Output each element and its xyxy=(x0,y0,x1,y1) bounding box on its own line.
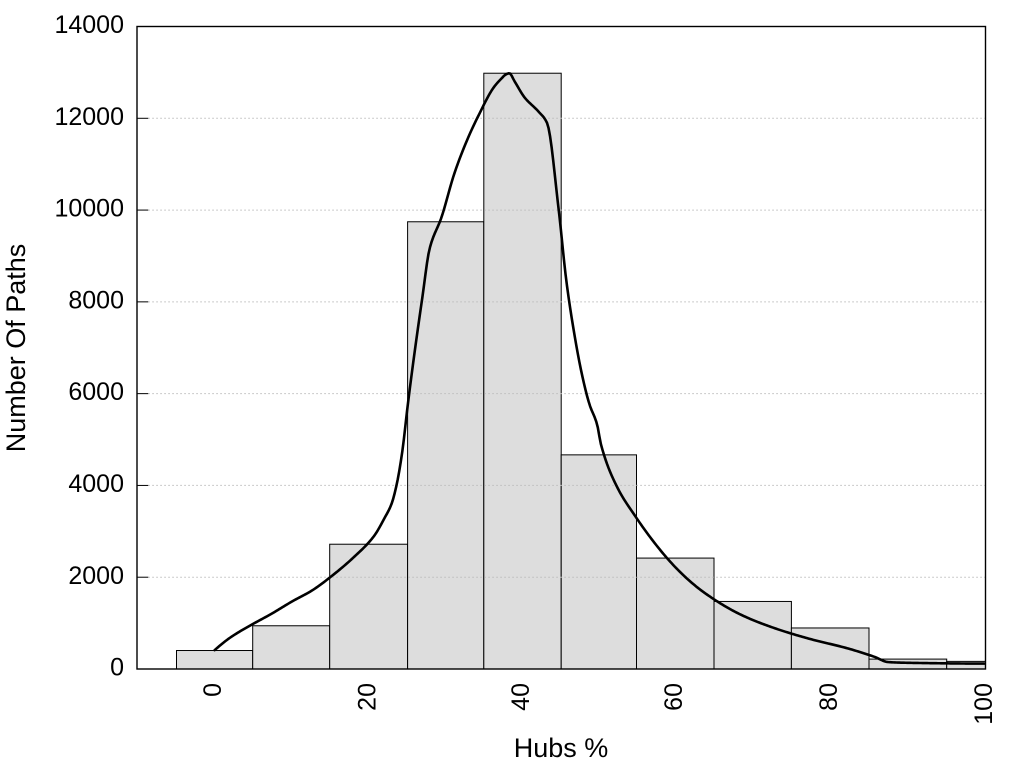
svg-text:Hubs %: Hubs % xyxy=(514,733,609,763)
svg-text:12000: 12000 xyxy=(54,103,124,131)
svg-text:0: 0 xyxy=(199,683,227,697)
svg-text:80: 80 xyxy=(815,683,843,711)
svg-text:4000: 4000 xyxy=(68,470,124,498)
svg-text:14000: 14000 xyxy=(54,11,124,39)
svg-text:60: 60 xyxy=(660,683,688,711)
svg-text:100: 100 xyxy=(970,683,998,725)
svg-text:8000: 8000 xyxy=(68,286,124,314)
svg-text:40: 40 xyxy=(507,683,535,711)
svg-text:10000: 10000 xyxy=(54,195,124,223)
svg-text:Number Of Paths: Number Of Paths xyxy=(1,244,31,453)
svg-text:0: 0 xyxy=(110,654,124,682)
svg-text:2000: 2000 xyxy=(68,562,124,590)
svg-text:6000: 6000 xyxy=(68,378,124,406)
svg-text:20: 20 xyxy=(353,683,381,711)
